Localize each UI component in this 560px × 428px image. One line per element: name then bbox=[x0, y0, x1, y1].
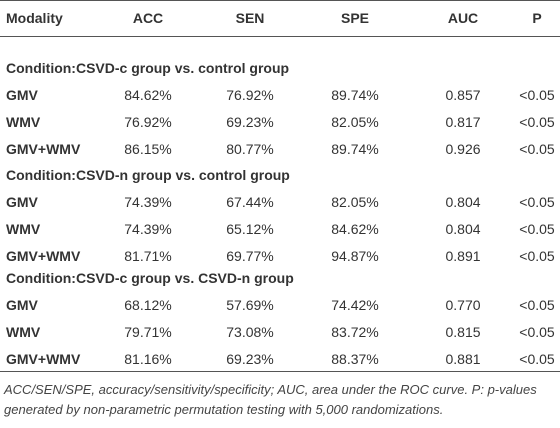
table-cell: 73.08% bbox=[226, 324, 274, 340]
footnote: ACC/SEN/SPE, accuracy/sensitivity/specif… bbox=[4, 382, 537, 417]
modality-label: WMV bbox=[6, 221, 41, 237]
table-cell: 0.804 bbox=[445, 221, 481, 237]
table-cell: 89.74% bbox=[331, 141, 379, 157]
table-cell: 0.770 bbox=[445, 297, 481, 313]
table-cell: 68.12% bbox=[124, 297, 172, 313]
modality-label: GMV bbox=[6, 194, 38, 210]
table-cell: 89.74% bbox=[331, 87, 379, 103]
table-cell: 69.23% bbox=[226, 114, 274, 130]
column-header: SPE bbox=[340, 10, 370, 26]
table-cell: 76.92% bbox=[226, 87, 274, 103]
column-header: SEN bbox=[235, 10, 265, 26]
modality-label: GMV+WMV bbox=[6, 351, 81, 367]
top-rule bbox=[0, 0, 560, 1]
table-cell: <0.05 bbox=[519, 221, 555, 237]
table-cell: 0.815 bbox=[445, 324, 481, 340]
table-cell: 94.87% bbox=[331, 248, 379, 264]
condition-label: Condition:CSVD-n group vs. control group bbox=[6, 167, 290, 183]
table-cell: 84.62% bbox=[331, 221, 379, 237]
table-cell: 0.926 bbox=[445, 141, 481, 157]
table-cell: 80.77% bbox=[226, 141, 274, 157]
table-cell: 74.42% bbox=[331, 297, 379, 313]
table-cell: 81.71% bbox=[124, 248, 172, 264]
column-header: P bbox=[532, 10, 542, 26]
table-cell: 76.92% bbox=[124, 114, 172, 130]
table-cell: <0.05 bbox=[519, 297, 555, 313]
table-cell: <0.05 bbox=[519, 194, 555, 210]
table-cell: 65.12% bbox=[226, 221, 274, 237]
table-cell: 0.817 bbox=[445, 114, 481, 130]
table-cell: 74.39% bbox=[124, 221, 172, 237]
table-cell: 88.37% bbox=[331, 351, 379, 367]
header-rule bbox=[0, 36, 560, 37]
table-cell: 57.69% bbox=[226, 297, 274, 313]
table-cell: 0.891 bbox=[445, 248, 481, 264]
table-cell: 0.804 bbox=[445, 194, 481, 210]
column-header: AUC bbox=[447, 10, 479, 26]
table-cell: 86.15% bbox=[124, 141, 172, 157]
table-cell: 0.857 bbox=[445, 87, 481, 103]
bottom-rule bbox=[0, 371, 560, 372]
table-cell: <0.05 bbox=[519, 324, 555, 340]
table-cell: 69.77% bbox=[226, 248, 274, 264]
modality-label: GMV bbox=[6, 297, 38, 313]
table-cell: 82.05% bbox=[331, 114, 379, 130]
table-cell: <0.05 bbox=[519, 248, 555, 264]
modality-label: WMV bbox=[6, 114, 41, 130]
table-cell: 79.71% bbox=[124, 324, 172, 340]
table-cell: 81.16% bbox=[124, 351, 172, 367]
table-cell: 67.44% bbox=[226, 194, 274, 210]
table-cell: 84.62% bbox=[124, 87, 172, 103]
column-header: ACC bbox=[132, 10, 164, 26]
table-cell: 0.881 bbox=[445, 351, 481, 367]
column-header: Modality bbox=[6, 10, 63, 26]
table-cell: 82.05% bbox=[331, 194, 379, 210]
table-cell: 83.72% bbox=[331, 324, 379, 340]
modality-label: GMV+WMV bbox=[6, 141, 81, 157]
condition-label: Condition:CSVD-c group vs. control group bbox=[6, 60, 290, 76]
table-cell: 69.23% bbox=[226, 351, 274, 367]
table-cell: <0.05 bbox=[519, 114, 555, 130]
table-cell: 74.39% bbox=[124, 194, 172, 210]
table-cell: <0.05 bbox=[519, 351, 555, 367]
modality-label: GMV bbox=[6, 87, 38, 103]
table-cell: <0.05 bbox=[519, 87, 555, 103]
modality-label: WMV bbox=[6, 324, 41, 340]
table-cell: <0.05 bbox=[519, 141, 555, 157]
condition-label: Condition:CSVD-c group vs. CSVD-n group bbox=[6, 270, 294, 286]
modality-label: GMV+WMV bbox=[6, 248, 81, 264]
